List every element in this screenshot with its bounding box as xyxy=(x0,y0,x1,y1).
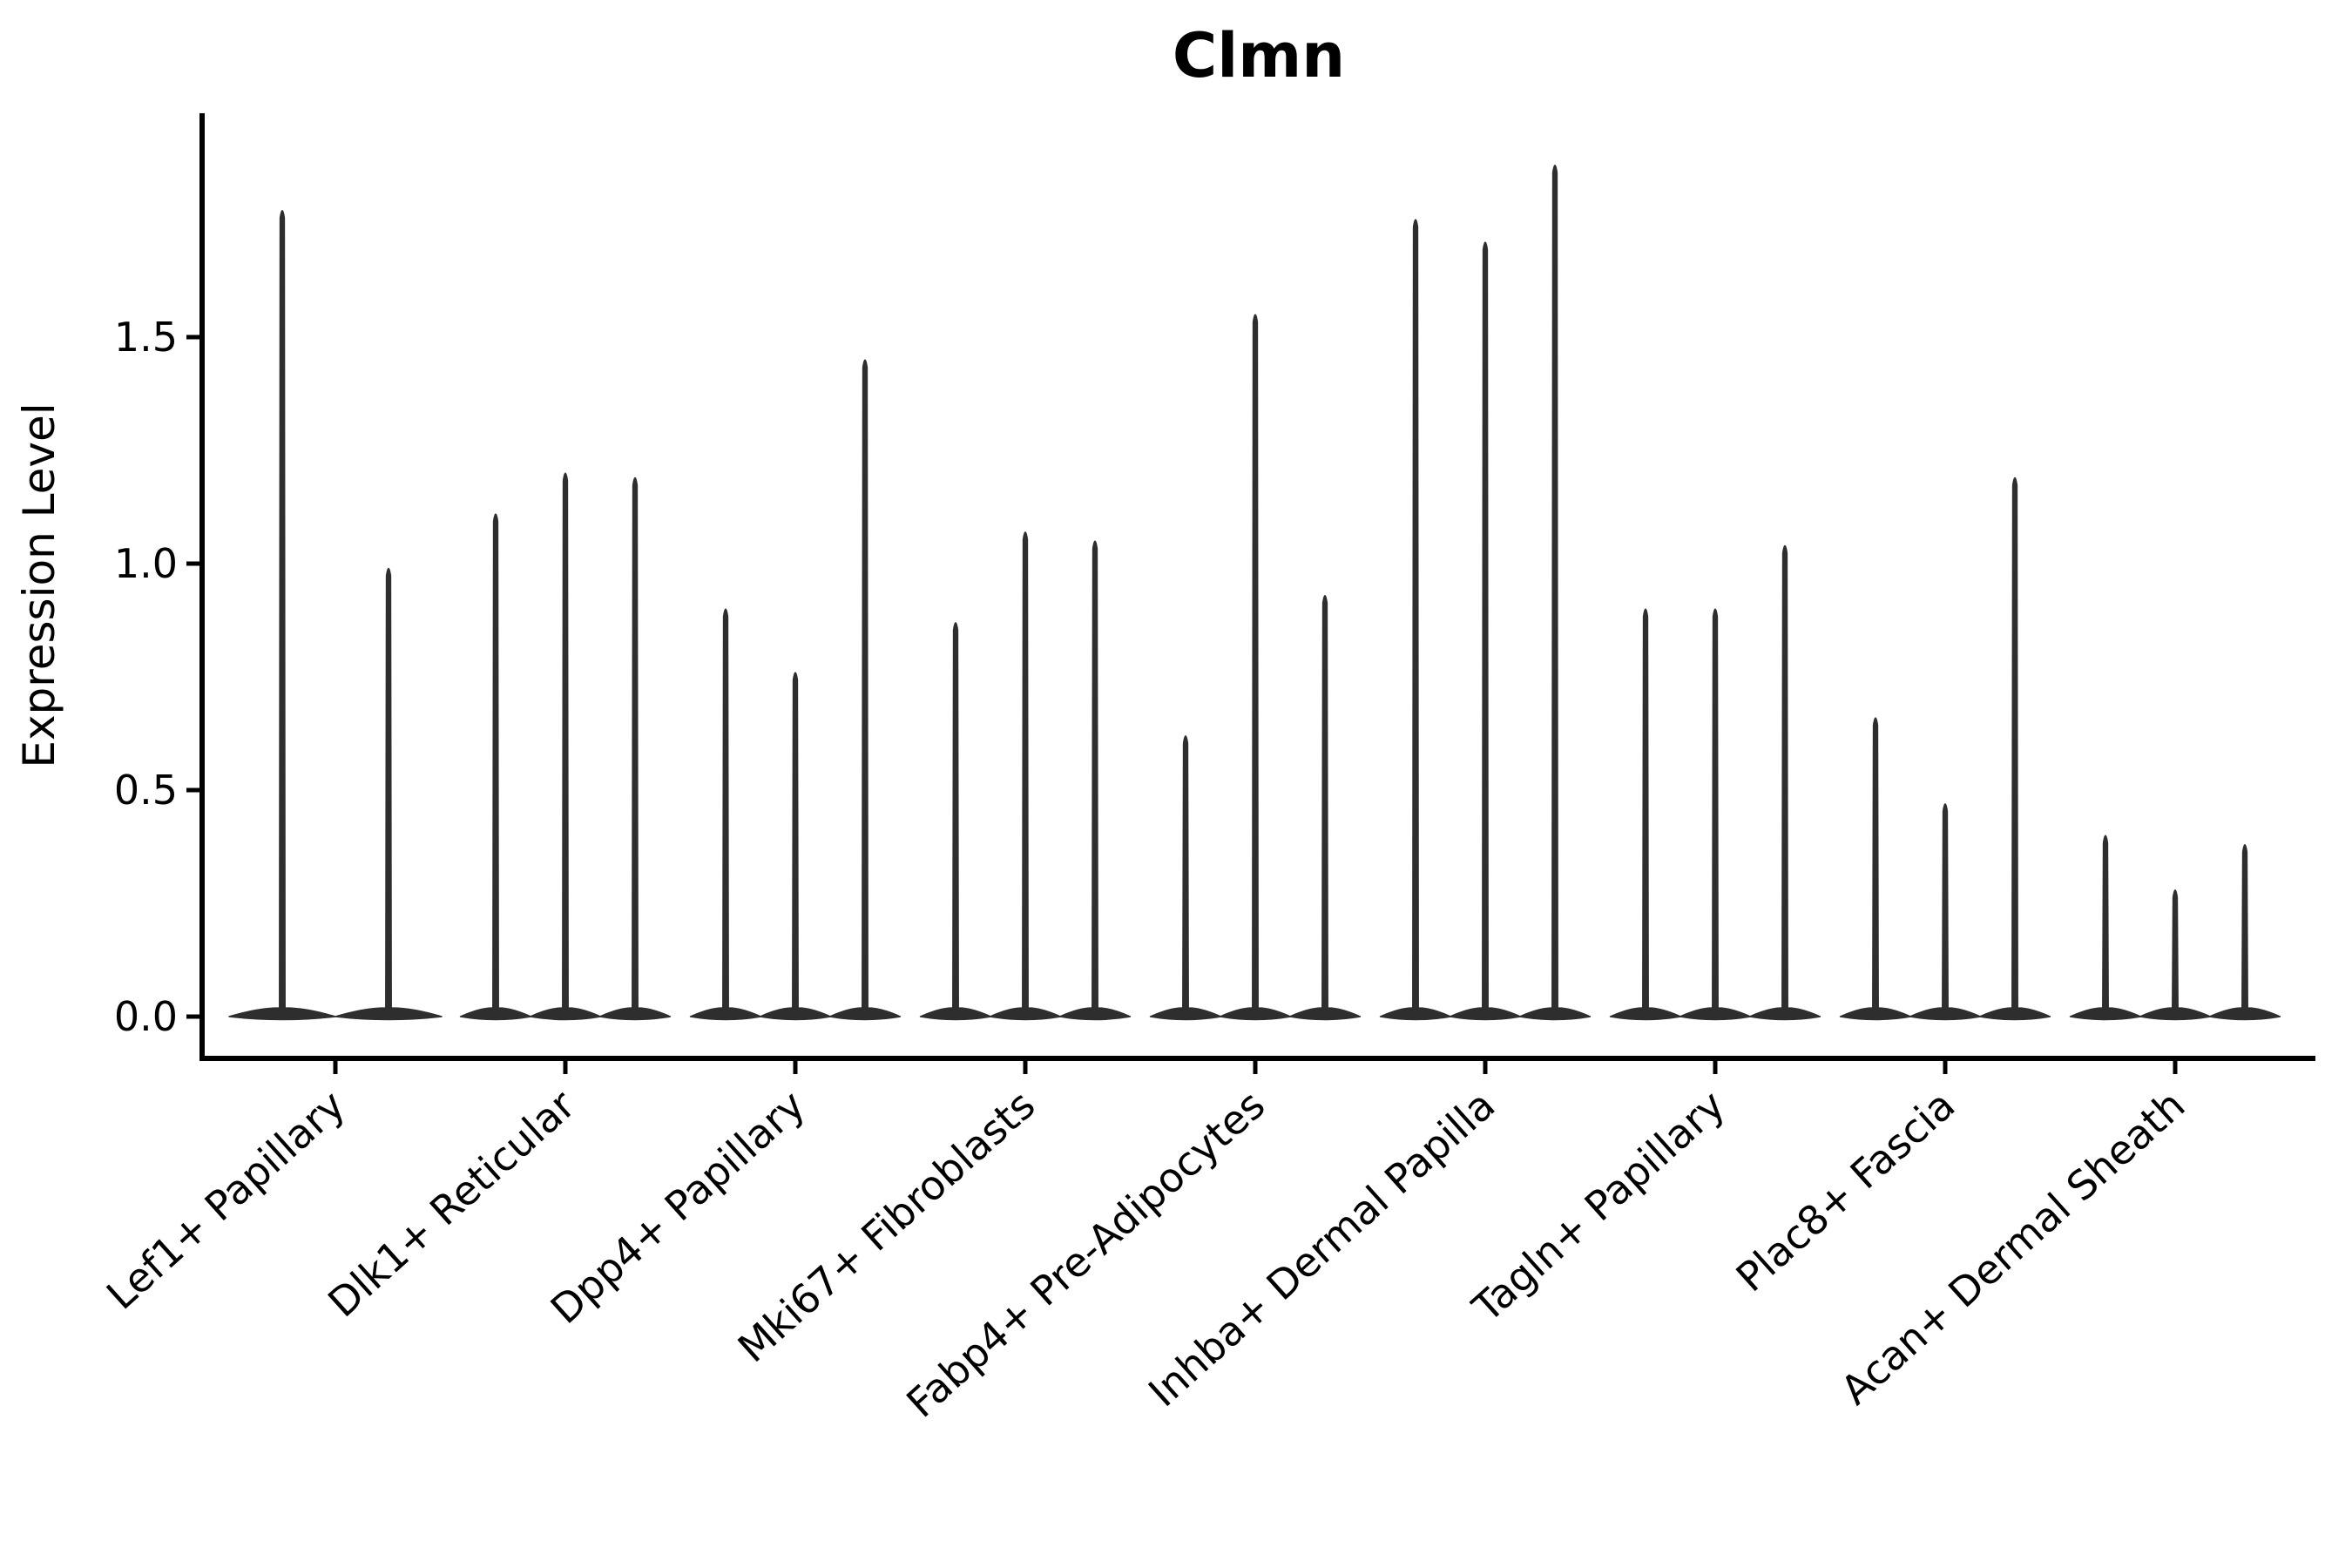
violin xyxy=(1379,219,1452,1021)
x-tick-label: Lef1+ Papillary xyxy=(98,1081,354,1319)
y-tick-label: 0.5 xyxy=(114,767,178,814)
violin xyxy=(1679,608,1752,1021)
x-tick-label: Dpp4+ Papillary xyxy=(542,1081,814,1333)
violin-group-4 xyxy=(919,531,1132,1021)
x-tick-label: Plac8+ Fascia xyxy=(1727,1081,1964,1301)
violin xyxy=(2069,835,2142,1021)
violin xyxy=(1518,164,1592,1021)
violin-group-5 xyxy=(1149,314,1362,1021)
y-axis-label: Expression Level xyxy=(14,402,64,767)
violin xyxy=(1219,314,1292,1021)
violin-group-8 xyxy=(1839,476,2051,1021)
violin xyxy=(759,672,832,1021)
x-tick-label: Tagln+ Papillary xyxy=(1463,1081,1734,1332)
violin xyxy=(1058,540,1132,1021)
violin xyxy=(919,622,992,1021)
violin xyxy=(1748,544,1821,1021)
violin xyxy=(459,513,532,1021)
violin xyxy=(989,531,1062,1021)
x-tick-label: Dlk1+ Reticular xyxy=(319,1081,584,1326)
violin xyxy=(335,567,443,1021)
chart-title: Clmn xyxy=(1173,20,1345,91)
violin xyxy=(598,476,672,1021)
violin xyxy=(228,209,336,1021)
y-axis-ticks: 0.0 0.5 1.0 1.5 xyxy=(114,314,202,1040)
violin xyxy=(529,472,602,1021)
y-tick-label: 1.0 xyxy=(114,540,178,587)
violin xyxy=(1609,608,1682,1021)
y-tick-label: 0.0 xyxy=(114,993,178,1040)
violin-group-3 xyxy=(689,359,902,1021)
violin xyxy=(2208,843,2281,1021)
violin-group-1 xyxy=(228,209,443,1021)
violin xyxy=(1449,241,1522,1021)
violin-glyphs xyxy=(228,164,2281,1021)
violin xyxy=(1909,803,1982,1021)
violin xyxy=(828,359,902,1021)
violin xyxy=(2139,889,2212,1021)
violin-group-7 xyxy=(1609,544,1821,1021)
violin xyxy=(1288,594,1362,1021)
violin xyxy=(1978,476,2051,1021)
violin-group-6 xyxy=(1379,164,1592,1021)
violin-group-9 xyxy=(2069,835,2281,1021)
violin xyxy=(1839,717,1912,1021)
violin-group-2 xyxy=(459,472,672,1021)
violin xyxy=(1149,735,1222,1021)
violin xyxy=(689,608,762,1021)
y-tick-label: 1.5 xyxy=(114,314,178,361)
